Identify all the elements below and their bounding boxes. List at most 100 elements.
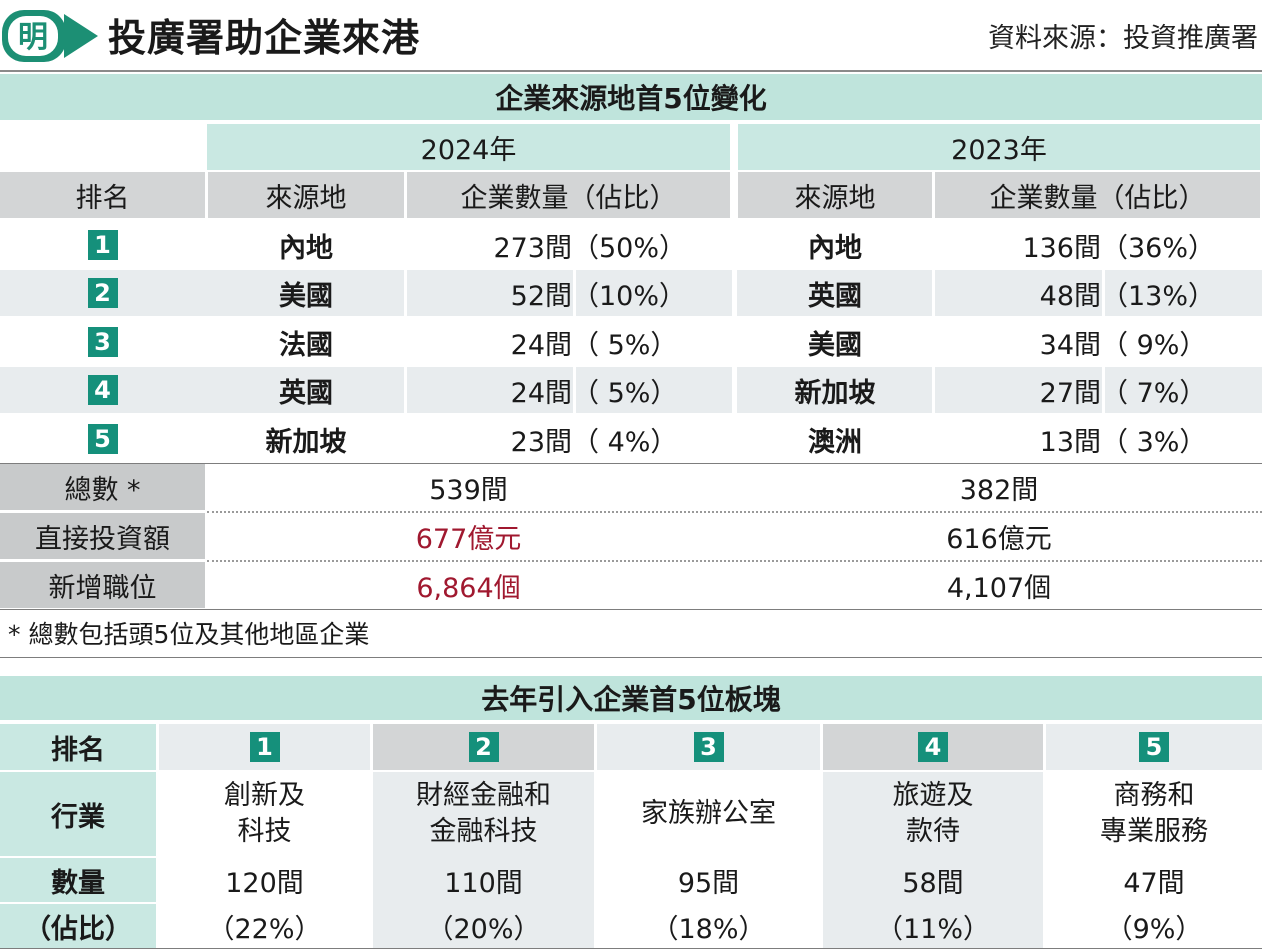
rank-cell: 1 bbox=[0, 221, 205, 269]
col-separator bbox=[404, 220, 407, 462]
sector-rank: 1 bbox=[159, 724, 370, 770]
sector-count: 95間 bbox=[677, 867, 740, 899]
industry-line: 財經金融和 bbox=[416, 780, 551, 811]
col-separator bbox=[732, 220, 737, 610]
row-label-industry: 行業 bbox=[0, 772, 156, 856]
col-header-origin-2024: 來源地 bbox=[208, 172, 404, 218]
industry-line: 科技 bbox=[237, 816, 292, 847]
origin-2023: 美國 bbox=[808, 329, 862, 361]
industry-line: 創新及 bbox=[224, 780, 305, 811]
pct-2023: （ 3%） bbox=[1101, 426, 1207, 458]
origin-2023: 澳洲 bbox=[808, 426, 862, 458]
rank-badge: 1 bbox=[249, 732, 280, 762]
sector-pct: （9%） bbox=[1105, 913, 1203, 945]
sector-industry: 旅遊及 款待 bbox=[823, 772, 1043, 856]
table1-title: 企業來源地首5位變化 bbox=[0, 74, 1262, 120]
footnote: * 總數包括頭5位及其他地區企業 bbox=[8, 620, 370, 649]
rank-cell: 3 bbox=[0, 318, 205, 366]
rank-badge: 5 bbox=[87, 424, 118, 454]
pct-2023: （ 9%） bbox=[1101, 329, 1207, 361]
sector-pct: （20%） bbox=[426, 913, 541, 945]
col-header-count-2024: 企業數量（佔比） bbox=[407, 172, 730, 218]
row-label-count: 數量 bbox=[0, 858, 156, 902]
rank-cell: 4 bbox=[0, 367, 205, 413]
rank-badge: 2 bbox=[468, 732, 499, 762]
pct-2024: （ 4%） bbox=[572, 426, 678, 458]
pct-2024: （10%） bbox=[572, 280, 687, 312]
table2-title: 去年引入企業首5位板塊 bbox=[0, 676, 1262, 720]
count-2023: 27間 bbox=[1039, 377, 1101, 409]
sector-count: 58間 bbox=[902, 867, 964, 899]
header-divider bbox=[0, 70, 1262, 72]
origin-2024: 英國 bbox=[279, 377, 333, 409]
col-header-origin-2023: 來源地 bbox=[738, 172, 932, 218]
source-credit: 資料來源：投資推廣署 bbox=[988, 23, 1258, 54]
sector-count: 110間 bbox=[444, 867, 523, 899]
rank-badge: 1 bbox=[87, 230, 118, 260]
col-bg bbox=[373, 772, 594, 948]
rank-badge: 3 bbox=[693, 732, 724, 762]
col-separator bbox=[573, 220, 576, 462]
pct-2024: （50%） bbox=[572, 232, 687, 264]
industry-line: 金融科技 bbox=[429, 816, 538, 847]
sector-rank: 2 bbox=[373, 724, 594, 770]
dotted-rule bbox=[207, 560, 1262, 562]
count-2023: 136間 bbox=[1022, 232, 1101, 264]
sector-rank: 5 bbox=[1046, 724, 1262, 770]
row-bg-2 bbox=[0, 270, 1262, 316]
industry-line: 家族辦公室 bbox=[641, 798, 776, 829]
pct-2024: （ 5%） bbox=[572, 377, 678, 409]
origin-2024: 法國 bbox=[279, 329, 333, 361]
rank-badge: 4 bbox=[87, 375, 118, 405]
rank-badge: 3 bbox=[87, 327, 118, 357]
totals-label: 總數 * bbox=[0, 464, 205, 510]
origin-2024: 內地 bbox=[279, 232, 333, 264]
count-2024: 24間 bbox=[510, 377, 572, 409]
col-separator bbox=[1102, 220, 1105, 462]
investment-2023: 616億元 bbox=[946, 523, 1052, 555]
row-label-pct: （佔比） bbox=[0, 904, 156, 948]
count-2023: 48間 bbox=[1039, 280, 1101, 312]
investment-label: 直接投資額 bbox=[0, 513, 205, 559]
count-2023: 34間 bbox=[1039, 329, 1101, 361]
origin-2023: 新加坡 bbox=[794, 377, 876, 409]
origin-2024: 美國 bbox=[279, 280, 333, 312]
industry-line: 商務和 bbox=[1113, 780, 1195, 811]
rank-cell: 5 bbox=[0, 415, 205, 463]
year-2023-header: 2023年 bbox=[738, 124, 1260, 170]
rank-cell: 2 bbox=[0, 270, 205, 316]
industry-line: 專業服務 bbox=[1100, 816, 1208, 847]
sector-industry: 財經金融和 金融科技 bbox=[373, 772, 594, 856]
row-label-rank: 排名 bbox=[0, 724, 156, 770]
rank-badge: 2 bbox=[87, 278, 118, 308]
total-2024: 539間 bbox=[429, 474, 508, 506]
industry-line: 款待 bbox=[906, 816, 960, 847]
count-2023: 13間 bbox=[1039, 426, 1101, 458]
origin-2024: 新加坡 bbox=[265, 426, 347, 458]
jobs-2023: 4,107個 bbox=[946, 572, 1052, 604]
count-2024: 23間 bbox=[510, 426, 572, 458]
col-separator bbox=[932, 220, 935, 462]
sector-industry: 創新及 科技 bbox=[159, 772, 370, 856]
rank-badge: 5 bbox=[1139, 732, 1169, 762]
mingpao-logo: 明 bbox=[2, 10, 98, 62]
col-header-count-2023: 企業數量（佔比） bbox=[935, 172, 1260, 218]
section-divider bbox=[0, 657, 1262, 658]
row-bg-4 bbox=[0, 367, 1262, 413]
sector-industry: 商務和 專業服務 bbox=[1046, 772, 1262, 856]
count-2024: 24間 bbox=[510, 329, 572, 361]
sector-pct: （22%） bbox=[207, 913, 322, 945]
sector-count: 120間 bbox=[225, 867, 304, 899]
dotted-rule bbox=[207, 511, 1262, 513]
jobs-2024: 6,864個 bbox=[416, 572, 521, 604]
sector-pct: （11%） bbox=[875, 913, 990, 945]
sector-rank: 4 bbox=[823, 724, 1043, 770]
count-2024: 52間 bbox=[510, 280, 572, 312]
industry-line: 旅遊及 bbox=[892, 780, 974, 811]
sector-count: 47間 bbox=[1123, 867, 1185, 899]
pct-2023: （ 7%） bbox=[1101, 377, 1207, 409]
year-2024-header: 2024年 bbox=[207, 124, 730, 170]
sector-rank: 3 bbox=[597, 724, 820, 770]
count-2024: 273間 bbox=[493, 232, 572, 264]
total-2023: 382間 bbox=[959, 474, 1039, 506]
